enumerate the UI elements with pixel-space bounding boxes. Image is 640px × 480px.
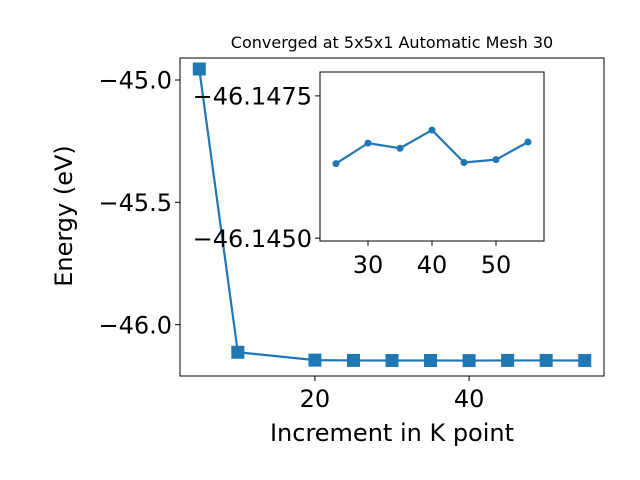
inset-axis-ticks: 30 40 50 −46.1475 −46.1450 bbox=[193, 83, 512, 279]
y-tick-label: −46.1475 bbox=[193, 83, 312, 111]
data-point bbox=[424, 353, 438, 367]
y-tick-label: −46.1450 bbox=[193, 225, 312, 253]
data-point bbox=[231, 345, 245, 359]
chart-title: Converged at 5x5x1 Automatic Mesh 30 bbox=[231, 33, 553, 52]
data-point bbox=[462, 354, 476, 368]
x-axis-label: Increment in K point bbox=[270, 419, 514, 447]
x-tick-label: 20 bbox=[300, 385, 331, 413]
main-chart: Converged at 5x5x1 Automatic Mesh 30 Ene… bbox=[50, 33, 605, 447]
y-tick-label: −45.5 bbox=[98, 189, 172, 217]
data-point bbox=[492, 156, 500, 164]
x-tick-label: 40 bbox=[417, 251, 448, 279]
inset-chart: 30 40 50 −46.1475 −46.1450 bbox=[193, 71, 545, 279]
series-line bbox=[198, 68, 585, 362]
data-point bbox=[428, 126, 436, 134]
y-tick-label: −46.0 bbox=[98, 311, 172, 339]
data-point bbox=[364, 139, 372, 147]
main-plot-area bbox=[192, 62, 592, 368]
x-tick-label: 40 bbox=[454, 385, 485, 413]
main-axes-frame bbox=[179, 57, 605, 377]
data-point bbox=[501, 353, 515, 367]
x-tick-label: 30 bbox=[353, 251, 384, 279]
main-axis-ticks: 20 40 −45.0 −45.5 −46.0 bbox=[98, 67, 484, 413]
x-tick-label: 50 bbox=[481, 251, 512, 279]
inset-plot-area bbox=[332, 126, 532, 168]
data-point bbox=[578, 354, 592, 368]
data-point bbox=[539, 353, 553, 367]
data-point bbox=[308, 353, 322, 367]
inset-background bbox=[320, 72, 544, 241]
data-point bbox=[332, 160, 340, 168]
y-axis-label: Energy (eV) bbox=[50, 145, 78, 287]
data-point bbox=[346, 353, 360, 367]
data-point bbox=[192, 62, 206, 76]
data-point bbox=[524, 138, 532, 146]
data-point bbox=[460, 158, 468, 166]
data-point bbox=[396, 144, 404, 152]
inset-axes-frame bbox=[319, 71, 545, 242]
y-tick-label: −45.0 bbox=[98, 67, 172, 95]
data-point bbox=[385, 354, 399, 368]
